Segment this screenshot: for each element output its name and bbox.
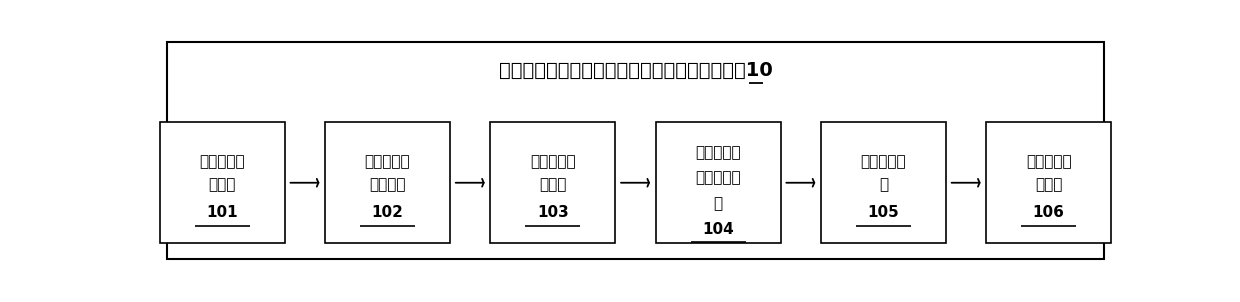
Text: 取模块: 取模块: [539, 178, 567, 193]
FancyBboxPatch shape: [160, 122, 285, 243]
Text: 持压时间获: 持压时间获: [529, 154, 575, 169]
Text: 106: 106: [1033, 205, 1065, 220]
Text: 104: 104: [702, 222, 734, 237]
Text: 平均压力值: 平均压力值: [365, 154, 410, 169]
Text: 驱替压力确: 驱替压力确: [1025, 154, 1071, 169]
Text: 定模块: 定模块: [1035, 178, 1063, 193]
Text: 块: 块: [713, 196, 723, 211]
FancyBboxPatch shape: [821, 122, 946, 243]
Text: 压力数据获: 压力数据获: [200, 154, 246, 169]
Text: 块: 块: [879, 178, 888, 193]
Text: 恒速与恒压化学剂驱油实验的驱替压力确定系统10: 恒速与恒压化学剂驱油实验的驱替压力确定系统10: [498, 60, 773, 79]
Text: 曲线生成模: 曲线生成模: [861, 154, 906, 169]
Text: 101: 101: [206, 205, 238, 220]
FancyBboxPatch shape: [656, 122, 781, 243]
Text: 102: 102: [372, 205, 403, 220]
Text: 累积注入量: 累积注入量: [696, 145, 742, 160]
FancyBboxPatch shape: [490, 122, 615, 243]
FancyBboxPatch shape: [325, 122, 450, 243]
FancyBboxPatch shape: [986, 122, 1111, 243]
Text: 选取模块: 选取模块: [370, 178, 405, 193]
Text: 取模块: 取模块: [208, 178, 236, 193]
Text: 数据获取模: 数据获取模: [696, 171, 742, 186]
Text: 105: 105: [868, 205, 899, 220]
Text: 103: 103: [537, 205, 569, 220]
